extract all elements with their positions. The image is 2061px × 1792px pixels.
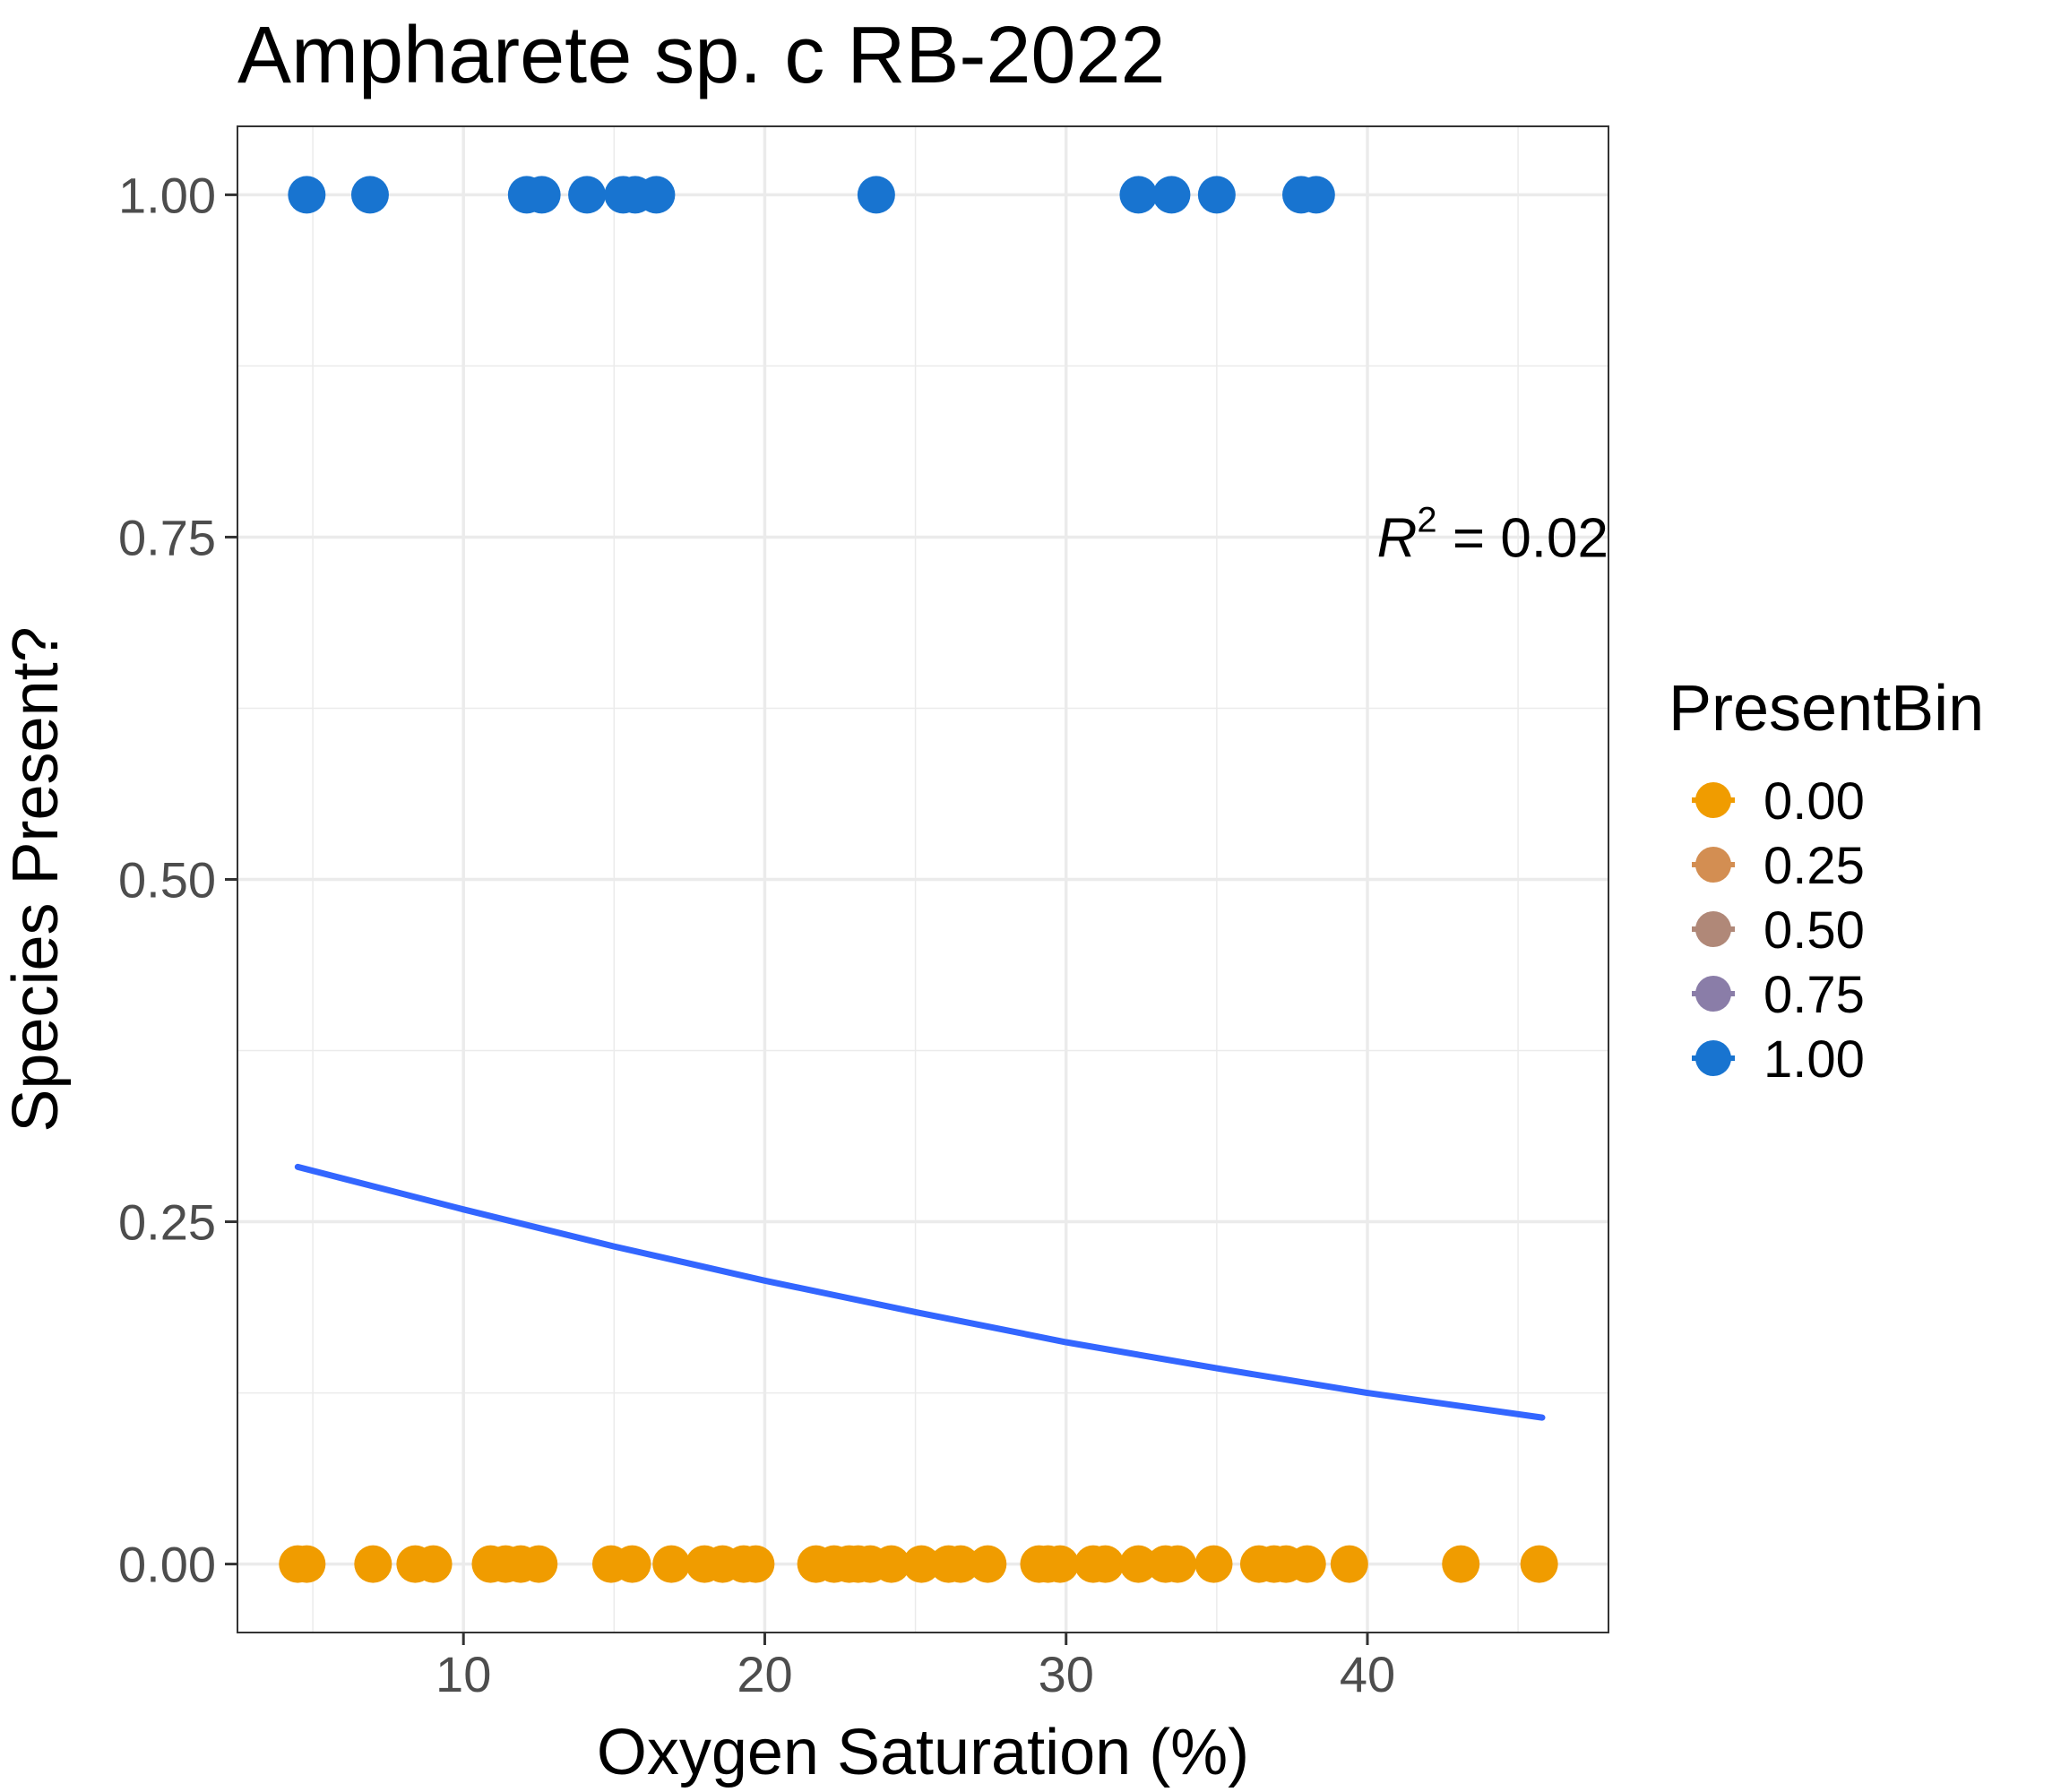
data-point xyxy=(1520,1545,1558,1583)
data-point xyxy=(568,176,607,214)
legend-marker xyxy=(1695,782,1731,818)
data-point xyxy=(522,176,561,214)
legend: PresentBin 0.00 0.25 0.50 0.75 1.00 xyxy=(1669,673,1984,1089)
legend-marker xyxy=(1695,1040,1731,1076)
y-axis-label: Species Present? xyxy=(0,626,72,1132)
data-point xyxy=(969,1545,1007,1583)
data-point xyxy=(1442,1545,1480,1583)
data-point xyxy=(414,1545,453,1583)
logistic-fit-line xyxy=(294,1163,1546,1421)
legend-label: 0.25 xyxy=(1763,837,1865,895)
y-tick-label: 0.50 xyxy=(118,852,216,909)
annotation-superscript: 2 xyxy=(1417,500,1436,539)
data-point xyxy=(1197,176,1236,214)
legend-marker xyxy=(1695,911,1731,947)
y-tick-label: 0.25 xyxy=(118,1194,216,1251)
legend-item: 0.75 xyxy=(1692,966,1865,1024)
legend-marker xyxy=(1695,847,1731,883)
data-point xyxy=(288,176,326,214)
data-point xyxy=(1194,1545,1233,1583)
x-tick-label: 40 xyxy=(1340,1646,1395,1702)
data-point xyxy=(737,1545,775,1583)
legend-label: 0.50 xyxy=(1763,901,1865,960)
plot-panel xyxy=(237,125,1609,1633)
data-point xyxy=(652,1545,691,1583)
data-point xyxy=(613,1545,651,1583)
points-layer xyxy=(279,176,1558,1583)
legend-item: 0.00 xyxy=(1692,772,1865,831)
y-tick-label: 1.00 xyxy=(118,167,216,223)
data-point xyxy=(350,176,389,214)
legend-label: 1.00 xyxy=(1763,1030,1865,1089)
annotation-r: R xyxy=(1377,507,1418,569)
chart-title: Ampharete sp. c RB-2022 xyxy=(237,11,1166,100)
data-point xyxy=(288,1545,326,1583)
data-point xyxy=(902,1545,941,1583)
r-squared-annotation: R2 = 0.02 xyxy=(1377,500,1608,569)
y-tick-label: 0.00 xyxy=(118,1537,216,1593)
data-point xyxy=(942,1545,980,1583)
x-axis: 10 20 30 40 xyxy=(435,1633,1395,1702)
x-axis-label: Oxygen Saturation (%) xyxy=(597,1717,1249,1788)
legend-label: 0.75 xyxy=(1763,966,1865,1024)
data-point xyxy=(1119,1545,1158,1583)
data-point xyxy=(1330,1545,1368,1583)
y-tick-label: 0.75 xyxy=(118,509,216,565)
x-tick-label: 20 xyxy=(737,1646,792,1702)
data-point xyxy=(1159,1545,1197,1583)
legend-items: 0.00 0.25 0.50 0.75 1.00 xyxy=(1692,772,1865,1089)
x-tick-label: 30 xyxy=(1039,1646,1094,1702)
data-point xyxy=(520,1545,558,1583)
legend-item: 0.25 xyxy=(1692,837,1865,895)
legend-marker xyxy=(1695,976,1731,1012)
data-point xyxy=(1119,176,1158,214)
data-point xyxy=(354,1545,392,1583)
data-point xyxy=(1086,1545,1125,1583)
annotation-value: = 0.02 xyxy=(1437,507,1608,569)
fit-layer xyxy=(294,1163,1546,1421)
data-point xyxy=(637,176,676,214)
x-tick-label: 10 xyxy=(435,1646,491,1702)
y-axis: 0.00 0.25 0.50 0.75 1.00 xyxy=(118,167,237,1593)
legend-item: 1.00 xyxy=(1692,1030,1865,1089)
data-point xyxy=(872,1545,910,1583)
legend-title: PresentBin xyxy=(1669,673,1984,745)
data-point xyxy=(1152,176,1191,214)
data-point xyxy=(1041,1545,1079,1583)
data-point xyxy=(1297,176,1335,214)
legend-item: 0.50 xyxy=(1692,901,1865,960)
data-point xyxy=(857,176,895,214)
data-point xyxy=(1288,1545,1326,1583)
legend-label: 0.00 xyxy=(1763,772,1865,831)
